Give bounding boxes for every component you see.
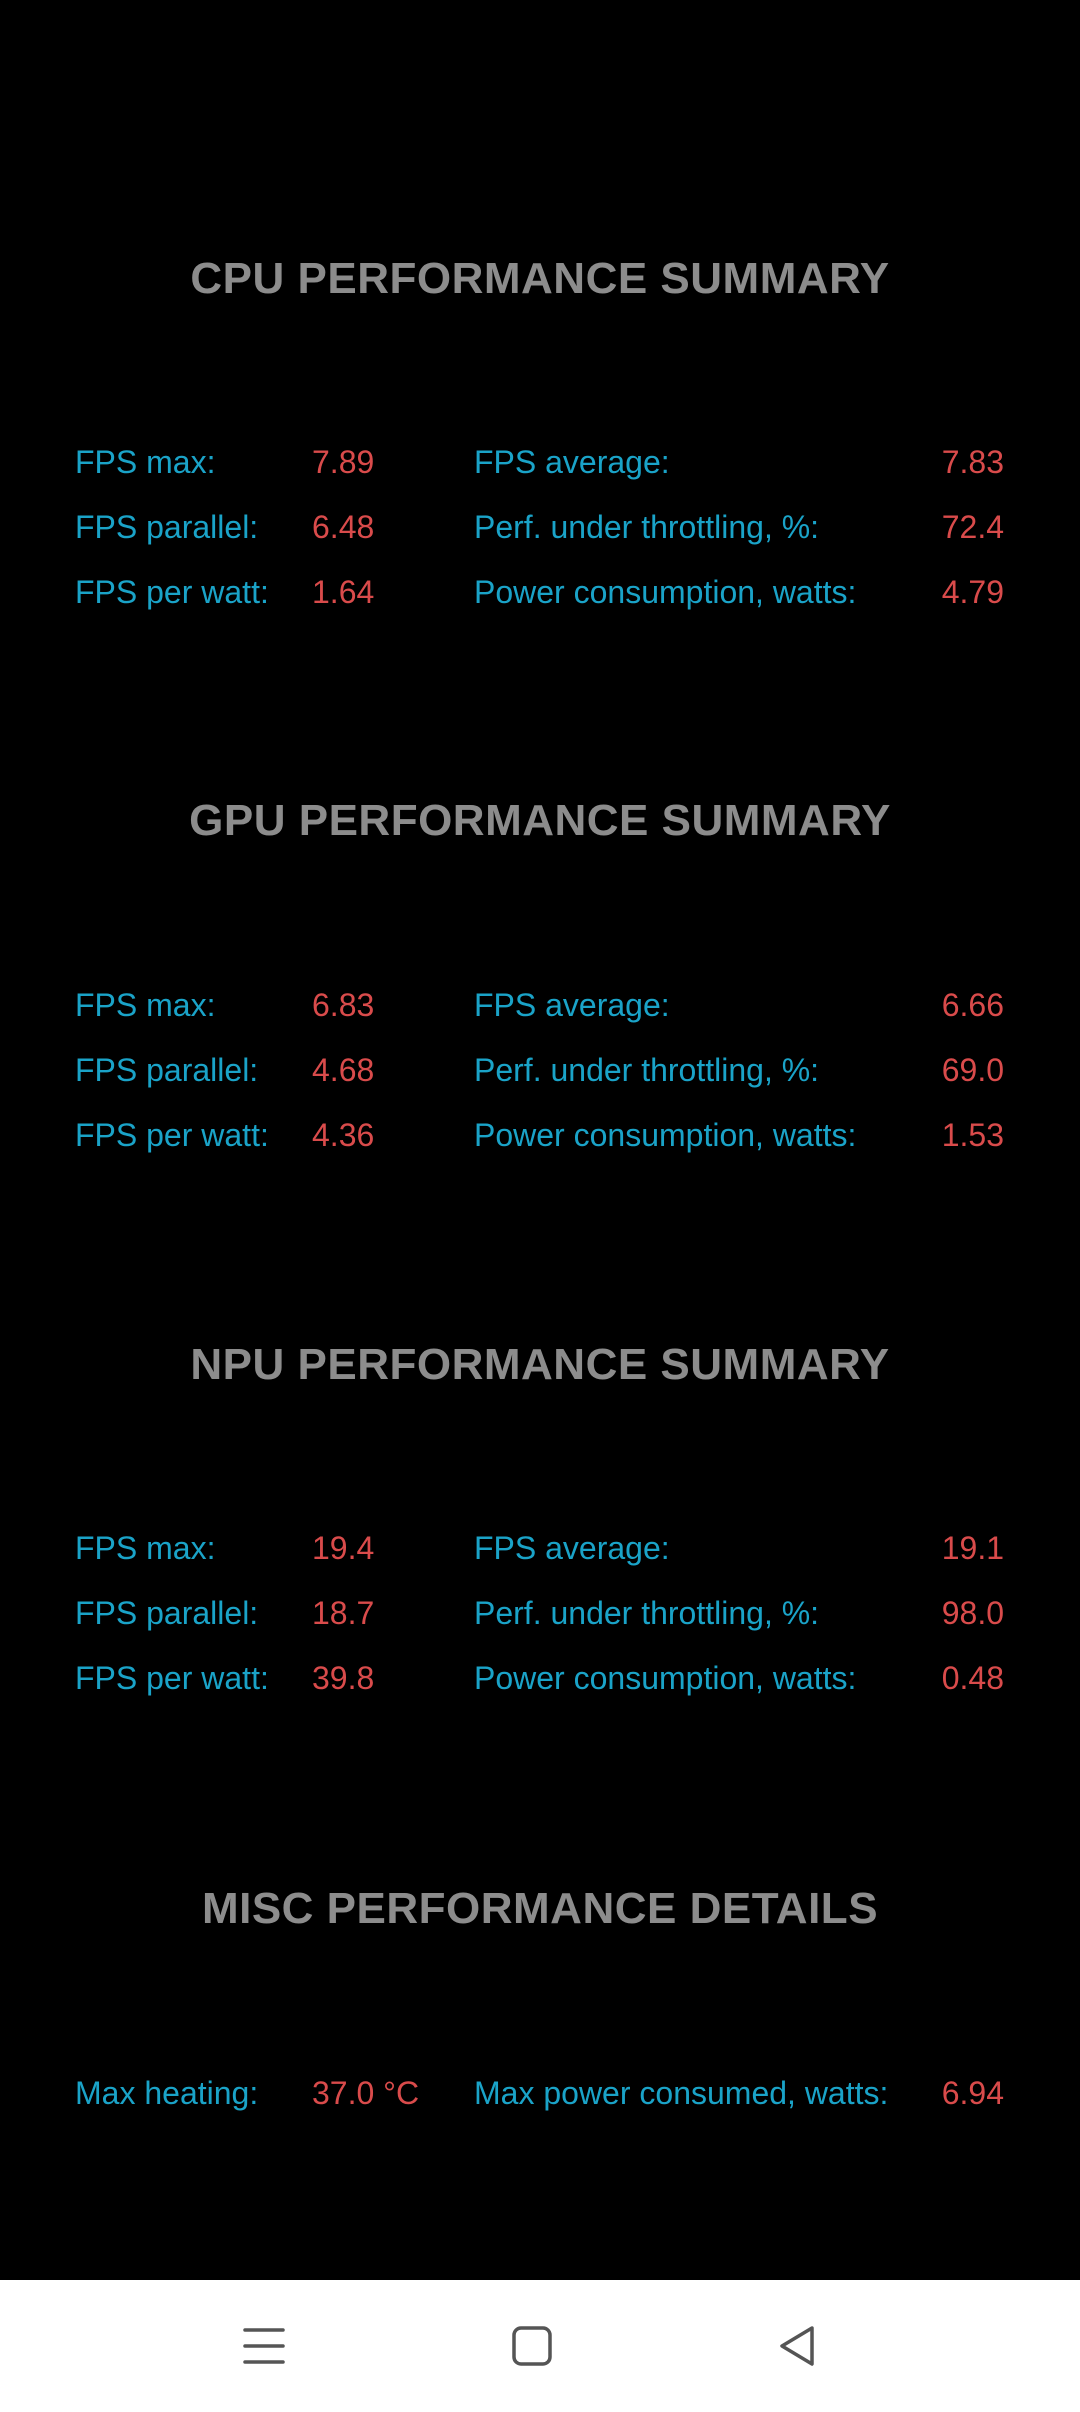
stat-value: 6.94: [941, 2075, 1004, 2111]
stat-value: 6.66: [941, 987, 1004, 1023]
stat-label: FPS parallel:: [75, 1595, 259, 1631]
back-button[interactable]: [755, 2304, 839, 2388]
stat-label: FPS per watt:: [75, 1117, 269, 1153]
stat-label: FPS per watt:: [75, 1660, 269, 1696]
stat-label: FPS average:: [474, 1530, 670, 1566]
table-row: FPS max: 7.89 FPS average: 7.83: [0, 444, 1080, 494]
stat-value: 37.0 °C: [312, 2075, 420, 2111]
table-row: FPS per watt: 39.8 Power consumption, wa…: [0, 1660, 1080, 1710]
table-row: FPS parallel: 18.7 Perf. under throttlin…: [0, 1595, 1080, 1645]
stat-value: 72.4: [941, 509, 1004, 545]
recents-button[interactable]: [222, 2304, 306, 2388]
stat-label: FPS parallel:: [75, 509, 259, 545]
table-row: FPS max: 6.83 FPS average: 6.66: [0, 987, 1080, 1037]
table-row: FPS parallel: 6.48 Perf. under throttlin…: [0, 509, 1080, 559]
stat-label: Perf. under throttling, %:: [474, 1595, 820, 1631]
cpu-section-title: CPU PERFORMANCE SUMMARY: [190, 254, 890, 303]
stat-value: 4.36: [312, 1117, 375, 1153]
table-row: Max heating: 37.0 °C Max power consumed,…: [0, 2075, 1080, 2125]
stat-label: FPS max:: [75, 444, 216, 480]
results-screen: CPU PERFORMANCE SUMMARY FPS max: 7.89 FP…: [0, 254, 1080, 2125]
square-home-icon: [512, 2326, 552, 2366]
stat-value: 39.8: [312, 1660, 375, 1696]
stat-value: 69.0: [941, 1052, 1004, 1088]
table-row: FPS per watt: 4.36 Power consumption, wa…: [0, 1117, 1080, 1167]
stat-label: FPS max:: [75, 987, 216, 1023]
stat-label: Power consumption, watts:: [474, 1660, 857, 1696]
stat-label: Max heating:: [75, 2075, 259, 2111]
stat-label: Power consumption, watts:: [474, 574, 857, 610]
stat-label: FPS per watt:: [75, 574, 269, 610]
table-row: FPS max: 19.4 FPS average: 19.1: [0, 1530, 1080, 1580]
stat-value: 18.7: [312, 1595, 375, 1631]
triangle-back-icon: [780, 2326, 814, 2366]
stat-label: Perf. under throttling, %:: [474, 1052, 820, 1088]
stat-value: 1.64: [312, 574, 375, 610]
stat-label: Power consumption, watts:: [474, 1117, 857, 1153]
stat-value: 0.48: [941, 1660, 1004, 1696]
gpu-section-title: GPU PERFORMANCE SUMMARY: [189, 796, 891, 845]
stat-value: 19.1: [941, 1530, 1004, 1566]
stat-label: Max power consumed, watts:: [474, 2075, 889, 2111]
table-row: FPS per watt: 1.64 Power consumption, wa…: [0, 574, 1080, 624]
stat-value: 4.68: [312, 1052, 375, 1088]
stat-value: 7.89: [312, 444, 375, 480]
misc-section-title: MISC PERFORMANCE DETAILS: [201, 1884, 879, 1933]
stat-value: 6.48: [312, 509, 375, 545]
stat-value: 7.83: [941, 444, 1004, 480]
stat-label: FPS parallel:: [75, 1052, 259, 1088]
npu-section-title: NPU PERFORMANCE SUMMARY: [190, 1340, 890, 1389]
system-navigation-bar: [0, 2280, 1080, 2412]
table-row: FPS parallel: 4.68 Perf. under throttlin…: [0, 1052, 1080, 1102]
stat-value: 1.53: [941, 1117, 1004, 1153]
stat-value: 4.79: [941, 574, 1004, 610]
stat-value: 19.4: [312, 1530, 375, 1566]
stat-value: 98.0: [941, 1595, 1004, 1631]
stat-label: FPS average:: [474, 987, 670, 1023]
stat-label: Perf. under throttling, %:: [474, 509, 820, 545]
stat-value: 6.83: [312, 987, 375, 1023]
home-button[interactable]: [490, 2304, 574, 2388]
stat-label: FPS average:: [474, 444, 670, 480]
stat-label: FPS max:: [75, 1530, 216, 1566]
menu-icon: [243, 2328, 285, 2364]
